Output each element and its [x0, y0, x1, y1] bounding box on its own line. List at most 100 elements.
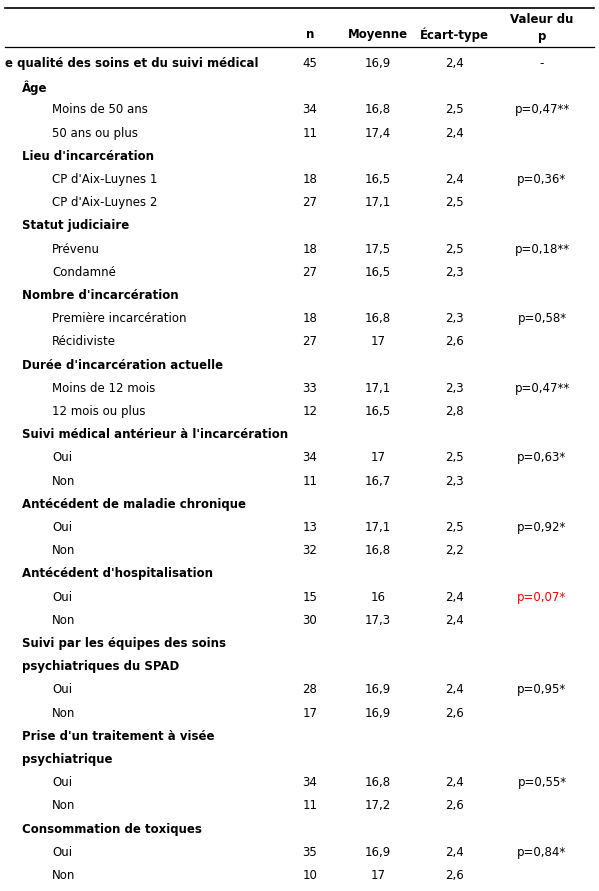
Text: p=0,84*: p=0,84* — [518, 846, 567, 859]
Text: 2,4: 2,4 — [444, 614, 464, 626]
Text: Antécédent de maladie chronique: Antécédent de maladie chronique — [22, 498, 246, 511]
Text: 16,9: 16,9 — [365, 846, 391, 859]
Text: psychiatrique: psychiatrique — [22, 753, 113, 766]
Text: 16,5: 16,5 — [365, 266, 391, 279]
Text: 2,4: 2,4 — [444, 591, 464, 603]
Text: Oui: Oui — [52, 591, 72, 603]
Text: p=0,55*: p=0,55* — [518, 776, 567, 789]
Text: 17: 17 — [371, 452, 386, 464]
Text: Première incarcération: Première incarcération — [52, 312, 186, 325]
Text: 17,1: 17,1 — [365, 521, 391, 534]
Text: 2,3: 2,3 — [444, 382, 463, 395]
Text: 17: 17 — [371, 335, 386, 348]
Text: 16,8: 16,8 — [365, 544, 391, 557]
Text: Suivi médical antérieur à l'incarcération: Suivi médical antérieur à l'incarcératio… — [22, 429, 288, 441]
Text: 34: 34 — [302, 103, 317, 117]
Text: 11: 11 — [302, 475, 317, 487]
Text: Oui: Oui — [52, 846, 72, 859]
Text: p=0,47**: p=0,47** — [515, 382, 570, 395]
Text: Non: Non — [52, 614, 75, 626]
Text: Statut judiciaire: Statut judiciaire — [22, 219, 129, 233]
Text: p=0,18**: p=0,18** — [515, 242, 570, 256]
Text: 17,1: 17,1 — [365, 382, 391, 395]
Text: Valeur du: Valeur du — [510, 13, 574, 26]
Text: 11: 11 — [302, 799, 317, 813]
Text: p=0,58*: p=0,58* — [518, 312, 567, 325]
Text: 17: 17 — [371, 869, 386, 882]
Text: 17: 17 — [302, 707, 317, 720]
Text: 34: 34 — [302, 776, 317, 789]
Text: Consommation de toxiques: Consommation de toxiques — [22, 822, 202, 836]
Text: 2,6: 2,6 — [444, 707, 464, 720]
Text: Oui: Oui — [52, 776, 72, 789]
Text: 16,8: 16,8 — [365, 776, 391, 789]
Text: Oui: Oui — [52, 521, 72, 534]
Text: Moyenne: Moyenne — [348, 28, 408, 41]
Text: 13: 13 — [302, 521, 317, 534]
Text: 2,8: 2,8 — [444, 405, 463, 418]
Text: psychiatriques du SPAD: psychiatriques du SPAD — [22, 660, 179, 674]
Text: Durée d'incarcération actuelle: Durée d'incarcération actuelle — [22, 358, 223, 372]
Text: 2,4: 2,4 — [444, 173, 464, 186]
Text: 2,4: 2,4 — [444, 57, 464, 70]
Text: CP d'Aix-Luynes 1: CP d'Aix-Luynes 1 — [52, 173, 158, 186]
Text: Nombre d'incarcération: Nombre d'incarcération — [22, 289, 179, 302]
Text: CP d'Aix-Luynes 2: CP d'Aix-Luynes 2 — [52, 196, 158, 209]
Text: Non: Non — [52, 707, 75, 720]
Text: 2,6: 2,6 — [444, 799, 464, 813]
Text: 2,3: 2,3 — [444, 266, 463, 279]
Text: 2,6: 2,6 — [444, 335, 464, 348]
Text: 2,4: 2,4 — [444, 776, 464, 789]
Text: 16,5: 16,5 — [365, 173, 391, 186]
Text: 2,5: 2,5 — [444, 521, 463, 534]
Text: Écart-type: Écart-type — [419, 28, 489, 43]
Text: 17,2: 17,2 — [365, 799, 391, 813]
Text: 27: 27 — [302, 266, 317, 279]
Text: Oui: Oui — [52, 452, 72, 464]
Text: 27: 27 — [302, 335, 317, 348]
Text: 34: 34 — [302, 452, 317, 464]
Text: 28: 28 — [302, 683, 317, 697]
Text: 17,4: 17,4 — [365, 127, 391, 140]
Text: p: p — [538, 30, 546, 43]
Text: 33: 33 — [302, 382, 317, 395]
Text: p=0,95*: p=0,95* — [518, 683, 567, 697]
Text: Lieu d'incarcération: Lieu d'incarcération — [22, 150, 154, 163]
Text: 17,5: 17,5 — [365, 242, 391, 256]
Text: Récidiviste: Récidiviste — [52, 335, 116, 348]
Text: 16,9: 16,9 — [365, 57, 391, 70]
Text: 2,3: 2,3 — [444, 312, 463, 325]
Text: 2,6: 2,6 — [444, 869, 464, 882]
Text: 27: 27 — [302, 196, 317, 209]
Text: 11: 11 — [302, 127, 317, 140]
Text: Oui: Oui — [52, 683, 72, 697]
Text: Non: Non — [52, 799, 75, 813]
Text: p=0,92*: p=0,92* — [518, 521, 567, 534]
Text: 30: 30 — [302, 614, 317, 626]
Text: Prise d'un traitement à visée: Prise d'un traitement à visée — [22, 730, 214, 743]
Text: 2,5: 2,5 — [444, 452, 463, 464]
Text: 12: 12 — [302, 405, 317, 418]
Text: 15: 15 — [302, 591, 317, 603]
Text: Antécédent d'hospitalisation: Antécédent d'hospitalisation — [22, 568, 213, 580]
Text: 10: 10 — [302, 869, 317, 882]
Text: 2,4: 2,4 — [444, 127, 464, 140]
Text: 2,2: 2,2 — [444, 544, 464, 557]
Text: 18: 18 — [302, 173, 317, 186]
Text: 17,1: 17,1 — [365, 196, 391, 209]
Text: p=0,36*: p=0,36* — [518, 173, 567, 186]
Text: 2,5: 2,5 — [444, 242, 463, 256]
Text: 16,8: 16,8 — [365, 103, 391, 117]
Text: Âge: Âge — [22, 80, 47, 94]
Text: Non: Non — [52, 869, 75, 882]
Text: p=0,63*: p=0,63* — [518, 452, 567, 464]
Text: 12 mois ou plus: 12 mois ou plus — [52, 405, 146, 418]
Text: e qualité des soins et du suivi médical: e qualité des soins et du suivi médical — [5, 57, 259, 70]
Text: 16,8: 16,8 — [365, 312, 391, 325]
Text: 2,4: 2,4 — [444, 683, 464, 697]
Text: 32: 32 — [302, 544, 317, 557]
Text: Non: Non — [52, 544, 75, 557]
Text: Moins de 12 mois: Moins de 12 mois — [52, 382, 155, 395]
Text: 45: 45 — [302, 57, 317, 70]
Text: p=0,47**: p=0,47** — [515, 103, 570, 117]
